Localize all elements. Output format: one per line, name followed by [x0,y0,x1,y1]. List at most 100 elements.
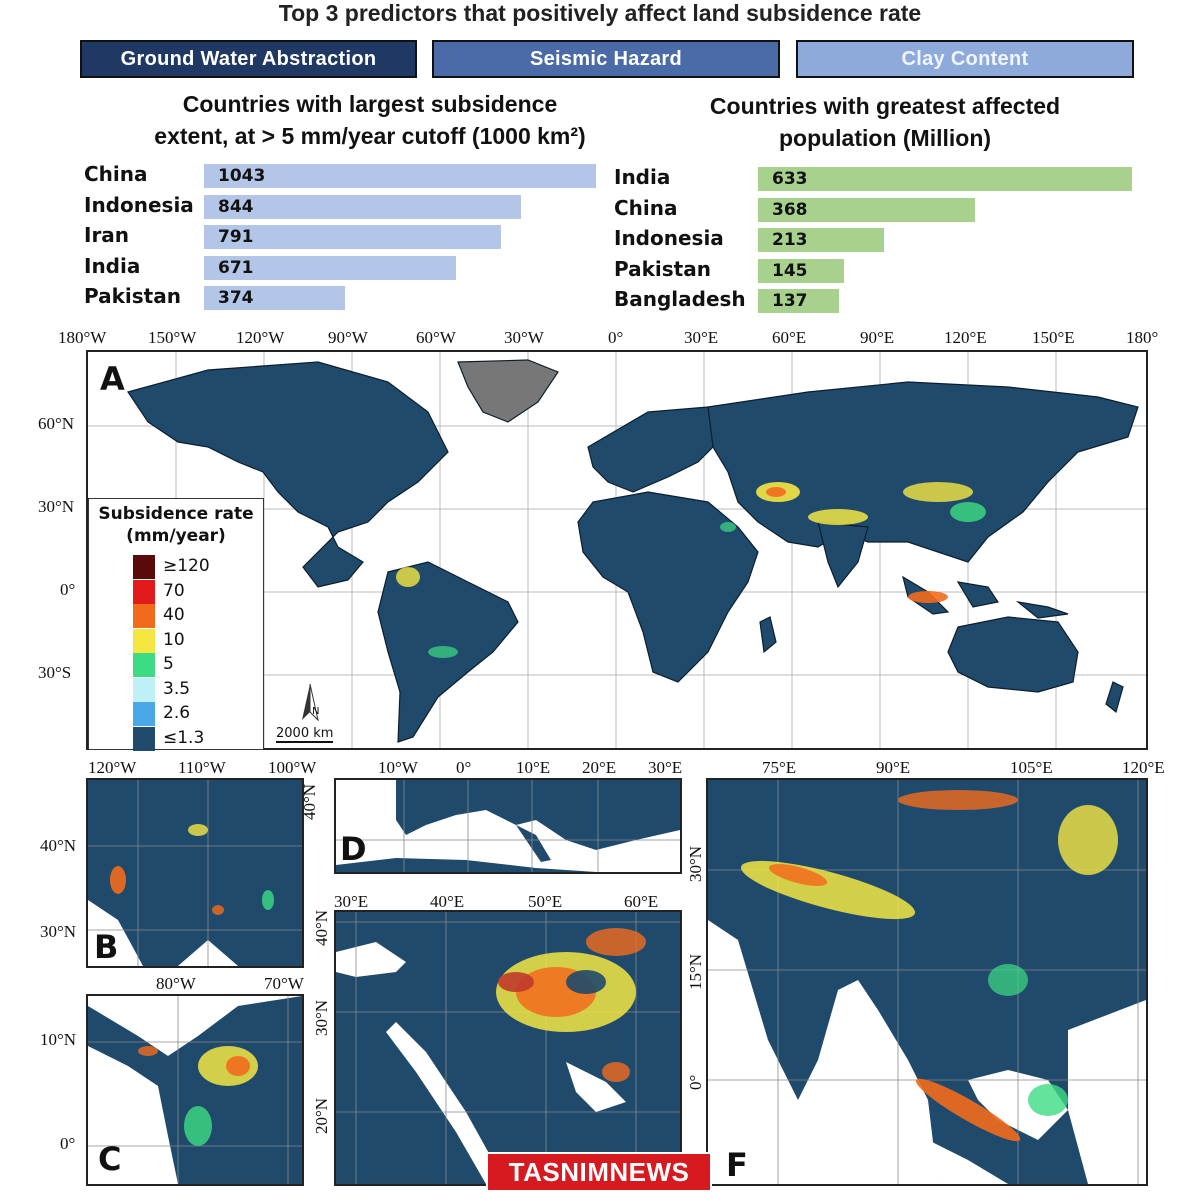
bar: 633 [758,167,1132,191]
legend-title: Subsidence rate (mm/year) [89,503,263,547]
scale-label: 2000 km [276,726,334,743]
lat-label: 0° [60,580,76,599]
lon-label: 110°W [178,758,226,777]
bar-category-label: Indonesia [84,192,194,217]
lat-label: 0° [686,1074,705,1090]
bar-value-label: 844 [218,196,254,217]
lat-label: 10°N [40,1030,77,1049]
panel-label-c: C [98,1140,122,1178]
bar: 145 [758,258,844,283]
inset-panel-e [334,910,682,1186]
panel-label-b: B [94,928,119,966]
lon-label: 70°W [264,974,304,993]
inset-map-c [88,996,302,1184]
population-title-line2: population (Million) [778,125,992,151]
panel-label-a: A [100,360,125,398]
figure-title: Top 3 predictors that positively affect … [278,0,922,26]
bar-value-label: 368 [772,199,808,220]
legend-label: 2.6 [163,703,191,723]
legend-label: 70 [163,580,185,601]
predictor-groundwater: Ground Water Abstraction [80,40,417,78]
lon-label: 90°E [860,328,895,347]
lon-label: 60°E [772,328,807,347]
lat-label: 30°N [40,922,77,941]
inset-map-b [88,780,302,966]
lon-label: 120°E [944,328,987,347]
panel-label-f: F [726,1146,748,1184]
bar-value-label: 791 [218,227,254,247]
predictor-label: Ground Water Abstraction [120,47,377,70]
population-chart-title: Countries with greatest affected populat… [640,90,1130,154]
bar-value-label: 633 [772,169,808,189]
lon-label: 90°E [876,758,911,777]
bar: 1043 [204,164,596,188]
lat-label: 30°N [686,845,705,882]
bar-value-label: 1043 [218,166,266,186]
lat-label: 30°N [38,497,75,516]
lon-label: 150°W [148,328,197,347]
lat-label: 0° [60,1134,76,1153]
bar: 213 [758,228,884,252]
legend-swatch [133,555,155,579]
north-label: N [312,706,320,717]
lat-label: 30°S [38,663,72,682]
legend-label: 3.5 [163,678,191,699]
bar-value-label: 671 [218,257,254,278]
lon-label: 60°E [624,892,659,911]
lon-label: 120°W [88,758,137,777]
bar-category-label: China [84,162,148,186]
extent-bar-chart: China 1043 Indonesia 844 Iran 791 India 671 Paki… [84,162,604,314]
bar-value-label: 213 [772,230,808,250]
legend-swatch [133,653,155,677]
predictor-label: Clay Content [901,47,1029,70]
lon-label: 10°W [378,758,418,777]
lon-label: 100°W [268,758,317,777]
extent-title-line2: extent, at > 5 mm/year cutoff (1000 km²) [154,123,586,149]
lon-label: 10°E [516,758,551,777]
inset-map-d [336,780,680,872]
legend-swatch [133,702,155,726]
inset-panel-c [86,994,304,1186]
population-bar-chart: India 633 China 368 Indonesia 213 Pakistan 145 B… [614,165,1134,317]
bar: 671 [204,255,457,280]
inset-panel-b [86,778,304,968]
bar: 368 [758,197,976,222]
bar-category-label: China [614,195,678,220]
inset-map-e [336,912,680,1184]
bar-category-label: Pakistan [614,256,711,281]
bar-category-label: Bangladesh [614,287,746,311]
panel-label-d: D [340,830,367,868]
legend-swatch [133,628,155,653]
bar-category-label: Iran [84,223,130,247]
tasnimnews-watermark: TASNIMNEWS [486,1152,712,1192]
bar: 844 [204,194,522,219]
lon-label: 0° [456,758,472,777]
subsidence-legend: Subsidence rate (mm/year) ≥120 70 40 10 5 3.5… [88,498,264,751]
lat-label: 15°N [686,953,705,990]
lat-label: 40°N [312,909,331,946]
lon-label: 50°E [528,892,563,911]
lat-label: 40°N [40,836,77,855]
inset-panel-f [706,778,1148,1186]
legend-label: ≥120 [163,556,210,576]
lon-label: 120°W [236,328,285,347]
bar-category-label: India [614,165,671,189]
predictor-clay: Clay Content [796,40,1134,78]
bar-category-label: India [84,253,141,278]
predictor-seismic: Seismic Hazard [432,40,780,78]
lon-label: 105°E [1010,758,1053,777]
lat-label: 40°N [300,783,319,820]
legend-label: 5 [163,654,174,674]
inset-panel-d [334,778,682,874]
lon-label: 180°W [58,328,107,347]
lon-label: 90°W [328,328,368,347]
legend-label: ≤1.3 [163,727,205,748]
legend-swatch [133,726,155,751]
lon-label: 180° [1126,328,1159,347]
bar: 137 [758,289,839,313]
lon-label: 80°W [156,974,196,993]
north-arrow-scale: N 2000 km [276,682,340,748]
lon-label: 120°E [1122,758,1165,777]
legend-swatch [133,579,155,604]
lon-label: 20°E [582,758,617,777]
